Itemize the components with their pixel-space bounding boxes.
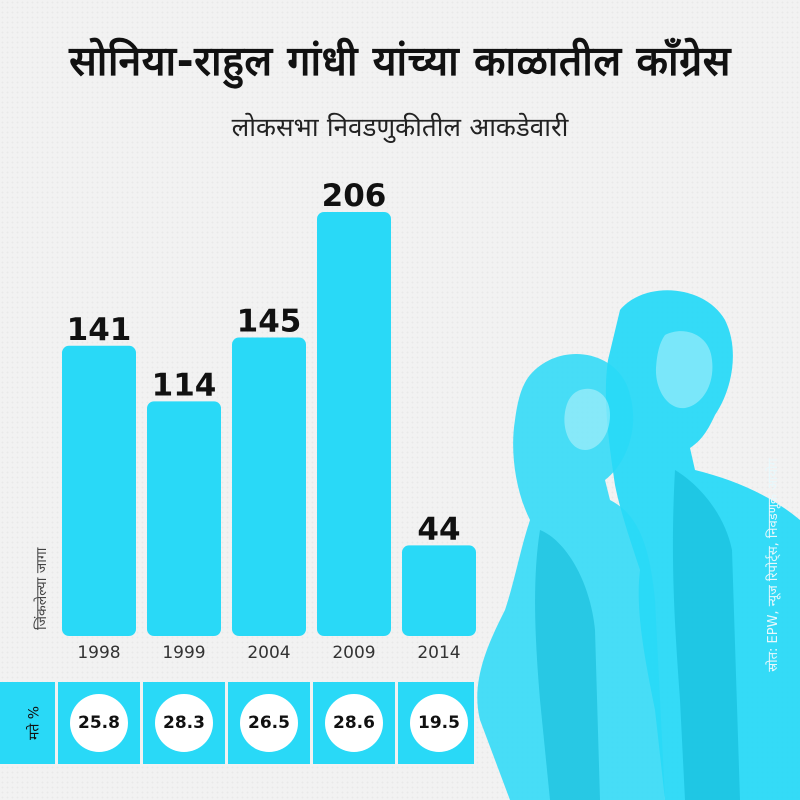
y-axis-label: जिंकलेल्या जागा: [33, 547, 50, 630]
vote-share-value-2009: 28.6: [325, 694, 383, 752]
vote-share-divider: [140, 682, 143, 764]
vote-share-value-1998: 25.8: [70, 694, 128, 752]
vote-share-divider: [55, 682, 58, 764]
vote-share-cell-2004: 26.5: [234, 682, 304, 764]
bar-chart: 141 1998 114 1999 145 2004 206 2009 44 2014 जिंकल…: [33, 178, 476, 663]
value-label-1998: 141: [67, 312, 132, 348]
leaders-photo-icon: [477, 290, 800, 800]
value-label-2004: 145: [237, 304, 302, 340]
vote-share-divider: [225, 682, 228, 764]
bar-2014: [402, 545, 476, 636]
vote-share-label: मते %: [26, 705, 43, 741]
value-label-2009: 206: [322, 178, 387, 214]
vote-share-divider: [395, 682, 398, 764]
bar-1999: [147, 401, 221, 636]
year-label-1998: 1998: [77, 643, 120, 663]
bar-2004: [232, 337, 306, 636]
vote-share-value-2004: 26.5: [240, 694, 298, 752]
bar-2009: [317, 212, 391, 636]
chart-subtitle: लोकसभा निवडणुकीतील आकडेवारी: [231, 113, 569, 143]
vote-share-divider: [310, 682, 313, 764]
vote-share-cell-2014: 19.5: [404, 682, 474, 764]
year-label-2004: 2004: [247, 643, 290, 663]
bar-1998: [62, 345, 136, 636]
vote-share-cell-1998: 25.8: [64, 682, 134, 764]
vote-share-value-2014: 19.5: [410, 694, 468, 752]
value-label-2014: 44: [417, 511, 460, 547]
chart-title: सोनिया-राहुल गांधी यांच्या काळातील काँग्…: [69, 37, 731, 85]
vote-share-cell-2009: 28.6: [319, 682, 389, 764]
year-label-2014: 2014: [417, 643, 460, 663]
year-label-2009: 2009: [332, 643, 375, 663]
year-label-1999: 1999: [162, 643, 205, 663]
vote-share-value-1999: 28.3: [155, 694, 213, 752]
value-label-1999: 114: [152, 367, 217, 403]
vote-share-cell-1999: 28.3: [149, 682, 219, 764]
